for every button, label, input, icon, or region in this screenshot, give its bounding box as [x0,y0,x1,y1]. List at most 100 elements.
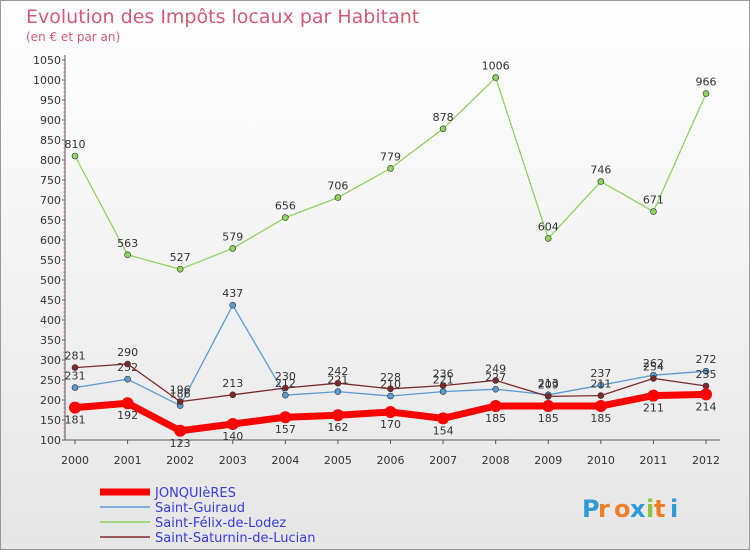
data-point [437,412,450,425]
y-tick-label: 850 [40,134,61,147]
legend-label: JONQUIèRES [154,486,236,501]
data-point [71,384,79,391]
data-label: 604 [538,220,559,233]
data-point [176,265,184,273]
chart-subtitle: (en € et par an) [26,30,120,44]
data-label: 157 [275,423,296,436]
x-tick-label: 2000 [61,454,89,467]
x-tick-label: 2006 [377,454,405,467]
data-label: 262 [643,357,664,370]
data-label: 527 [170,251,191,264]
x-tick-label: 2004 [271,454,299,467]
x-tick-label: 2009 [534,454,562,467]
data-point [334,388,342,395]
x-tick-label: 2011 [639,454,667,467]
data-point [544,235,552,242]
data-point [439,382,447,389]
y-tick-label: 450 [40,294,61,307]
data-label: 214 [696,400,717,413]
proxiti-logo: Pr o x i t i [582,495,678,523]
data-label: 878 [433,111,454,124]
data-point [282,391,289,399]
data-label: 221 [433,374,454,387]
y-tick-label: 600 [40,234,61,247]
x-tick-label: 2003 [219,454,247,467]
data-point [69,401,81,414]
y-tick-label: 700 [40,194,61,207]
x-tick-label: 2012 [692,454,720,467]
data-label: 671 [643,194,664,207]
data-label: 254 [643,360,664,373]
data-label: 185 [485,412,506,425]
data-point [229,301,237,309]
legend-label: Saint-Guiraud [155,501,245,516]
logo-letter: P [582,495,600,523]
data-point [594,400,607,412]
data-label: 249 [485,362,506,375]
data-label: 230 [275,370,296,383]
y-tick-label: 300 [40,354,61,367]
data-point [124,375,131,383]
y-tick-label: 150 [40,414,61,427]
data-point [71,152,79,160]
data-label: 170 [380,418,401,431]
y-tick-label: 950 [40,94,61,107]
y-tick-label: 400 [40,314,61,327]
logo-letter: r [598,495,610,523]
data-label: 209 [538,378,559,391]
data-point [544,393,552,400]
data-point [229,245,237,252]
data-point [647,389,660,402]
data-point [492,377,499,384]
data-point [387,165,394,172]
data-point [439,388,447,395]
data-label: 123 [170,437,191,450]
y-tick-label: 900 [40,114,61,127]
logo-letter: o [614,495,631,523]
data-point [492,385,499,393]
data-label: 706 [327,180,348,193]
data-label: 185 [590,412,611,425]
data-label: 810 [65,138,86,151]
data-point [384,406,397,418]
series-0: 181 192 123 140 157 162 170 154 185 185 185 211 214 [65,388,717,450]
data-point [121,397,134,410]
y-tick-label: 750 [40,174,61,187]
data-point [492,74,499,81]
data-label: 228 [380,371,401,384]
data-label: 162 [327,421,348,434]
data-point [597,381,605,389]
data-label: 281 [65,350,86,363]
data-label: 213 [538,377,559,390]
data-point [700,388,712,401]
x-tick-label: 2002 [166,454,194,467]
data-point [279,411,292,424]
data-point [229,391,237,399]
y-tick-label: 1050 [33,54,61,67]
y-tick-label: 100 [40,434,61,447]
legend-item: Saint-Saturnin-de-Lucian [100,531,315,546]
legend-label: Saint-Saturnin-de-Lucian [155,531,315,546]
x-tick-label: 2010 [587,454,615,467]
legend-item: JONQUIèRES [100,486,236,501]
legend-item: Saint-Guiraud [100,501,245,516]
data-point [387,392,394,400]
series-2: 810 563 527 579 656 706 779 878 1006 604 746 671 966 [65,60,717,273]
data-label: 196 [170,384,191,397]
data-label: 192 [117,409,138,422]
y-tick-label: 350 [40,334,61,347]
x-axis: 2000 2001 2002 2003 2004 2005 2006 2007 2008 2009… [61,439,720,467]
data-label: 579 [222,230,243,243]
data-point [439,125,447,133]
data-point [387,385,394,393]
data-point [650,375,657,382]
y-tick-label: 800 [40,154,61,167]
data-point [650,208,657,215]
logo-letter: i [646,495,654,523]
series-3: 281 290 196 213 230 242 228 236 249 209 211 254 235 [65,346,717,405]
data-label: 290 [117,346,138,359]
data-point [124,360,131,368]
legend-label: Saint-Félix-de-Lodez [155,516,286,531]
data-label: 236 [433,368,454,381]
data-label: 181 [65,414,86,427]
